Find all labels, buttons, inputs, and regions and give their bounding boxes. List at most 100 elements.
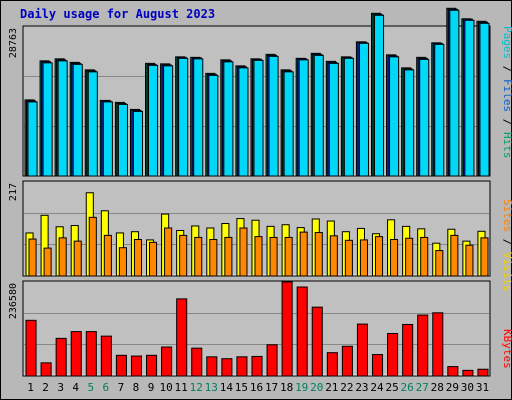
- side-labels: Pages / Files / Hits Sites / Visits KBytes: [501, 26, 512, 369]
- x-tick-label: 31: [476, 381, 489, 394]
- bar-kbytes: [326, 352, 338, 377]
- panel-kbytes: [22, 280, 491, 377]
- bar-pages: [27, 101, 38, 177]
- x-tick-label: 10: [159, 381, 172, 394]
- bar-sites: [103, 234, 112, 277]
- bar-sites: [118, 247, 127, 277]
- x-tick-label: 19: [295, 381, 308, 394]
- bar-kbytes: [191, 347, 203, 377]
- bar-kbytes: [266, 344, 278, 377]
- bar-kbytes: [356, 323, 368, 377]
- bar-sites: [344, 239, 353, 277]
- bar-kbytes: [130, 355, 143, 377]
- bar-pages: [358, 42, 369, 177]
- bar-sites: [149, 241, 158, 277]
- side-label-top: Pages / Files / Hits: [501, 26, 512, 159]
- bar-pages: [253, 59, 264, 177]
- bar-sites: [314, 232, 323, 277]
- x-tick-label: 14: [220, 381, 234, 394]
- bar-pages: [208, 74, 219, 177]
- bar-sites: [299, 231, 308, 277]
- bar-kbytes: [341, 345, 353, 377]
- side-label-part: Visits: [501, 252, 512, 292]
- bar-pages: [328, 62, 339, 177]
- x-tick-label: 22: [340, 381, 353, 394]
- bar-sites: [390, 238, 399, 277]
- bar-pages: [117, 103, 128, 177]
- bar-pages: [479, 22, 490, 177]
- bar-pages: [148, 64, 159, 177]
- bar-pages: [193, 58, 204, 177]
- bar-pages: [87, 71, 98, 177]
- bar-kbytes: [371, 354, 384, 377]
- bar-pages: [132, 110, 144, 177]
- bar-sites: [194, 236, 203, 277]
- bar-sites: [465, 244, 474, 277]
- bar-pages: [313, 54, 324, 177]
- bar-sites: [374, 236, 384, 277]
- axis-max-labels: 28763 217 236580: [8, 28, 19, 319]
- bar-sites: [405, 237, 414, 277]
- bar-sites: [254, 236, 263, 277]
- x-tick-label: 8: [133, 381, 140, 394]
- side-label-part: Pages: [501, 26, 512, 59]
- x-tick-label: 7: [118, 381, 125, 394]
- bar-sites: [88, 216, 97, 277]
- bar-sites: [284, 236, 293, 277]
- bar-sites: [73, 240, 82, 277]
- bar-pages: [434, 43, 445, 177]
- bar-pages: [268, 55, 279, 177]
- bar-sites: [480, 237, 489, 277]
- x-tick-label: 18: [280, 381, 293, 394]
- x-tick-label: 20: [310, 381, 323, 394]
- x-tick-label: 2: [42, 381, 49, 394]
- bar-kbytes: [206, 356, 218, 377]
- x-tick-label: 4: [72, 381, 79, 394]
- bar-sites: [224, 236, 233, 277]
- bar-pages: [404, 69, 415, 177]
- axis-max-label: 236580: [8, 283, 19, 319]
- chart-title: Daily usage for August 2023: [20, 7, 215, 21]
- x-axis-labels: 1 2 3 4 5 6 7 8 9 10 11 12 13 14 15 16 17 18 19 20 21 22 23 24 2…: [27, 381, 489, 394]
- bar-pages: [283, 71, 294, 177]
- bar-kbytes: [85, 331, 97, 377]
- bar-pages: [343, 57, 354, 177]
- bar-pages: [419, 58, 430, 177]
- bar-sites: [359, 239, 368, 277]
- side-label-middle: Sites / Visits: [501, 199, 512, 292]
- bar-sites: [58, 237, 67, 277]
- bar-sites: [133, 238, 143, 277]
- panel-visits-sites: [22, 180, 491, 277]
- bar-pages: [102, 101, 113, 177]
- bar-kbytes: [296, 286, 308, 377]
- side-label-part: Sites: [501, 199, 512, 232]
- x-tick-label: 28: [431, 381, 444, 394]
- x-tick-label: 30: [461, 381, 474, 394]
- side-label-part: /: [501, 59, 512, 79]
- x-tick-label: 13: [205, 381, 218, 394]
- bar-sites: [179, 234, 188, 277]
- x-tick-label: 24: [370, 381, 384, 394]
- x-tick-label: 26: [401, 381, 414, 394]
- bar-sites: [43, 247, 52, 277]
- bar-kbytes: [462, 369, 474, 377]
- x-tick-label: 27: [416, 381, 429, 394]
- bar-pages: [298, 59, 309, 177]
- bar-kbytes: [115, 354, 127, 377]
- bar-kbytes: [146, 354, 158, 377]
- bar-kbytes: [176, 298, 188, 377]
- bar-kbytes: [281, 281, 293, 377]
- bar-pages: [223, 61, 234, 177]
- x-tick-label: 15: [235, 381, 248, 394]
- bar-kbytes: [432, 312, 444, 377]
- bar-pages: [163, 65, 174, 177]
- x-tick-label: 1: [27, 381, 34, 394]
- bar-kbytes: [100, 335, 112, 377]
- bar-kbytes: [55, 337, 67, 377]
- bar-kbytes: [417, 314, 429, 377]
- bar-sites: [239, 227, 248, 277]
- side-label-bottom: KBytes: [501, 329, 512, 369]
- side-label-part: /: [501, 232, 512, 252]
